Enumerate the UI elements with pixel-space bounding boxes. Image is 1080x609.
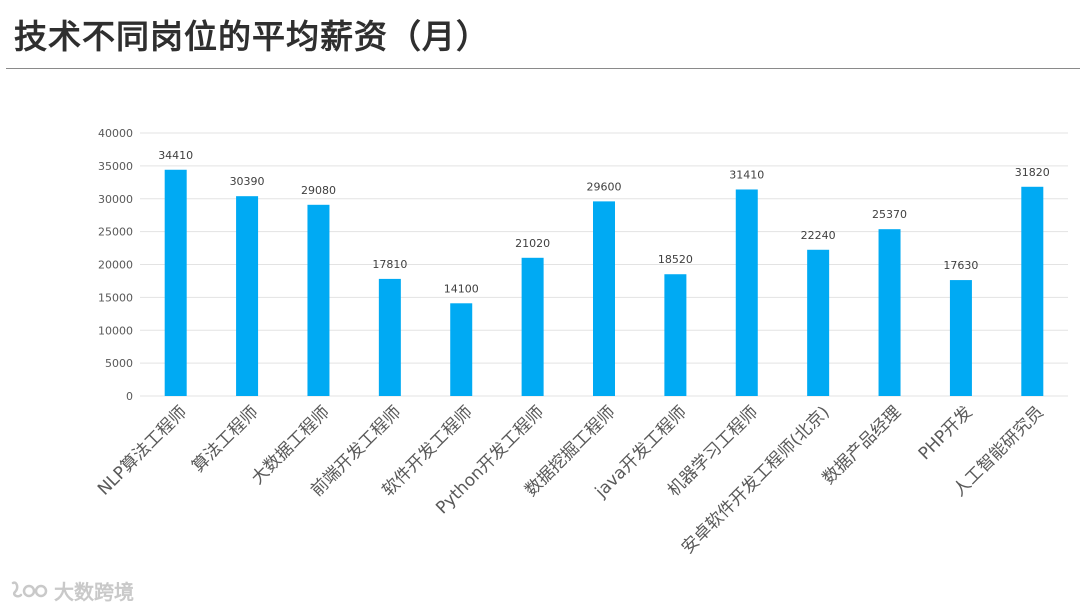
x-axis-ticks: NLP算法工程师算法工程师大数据工程师前端开发工程师软件开发工程师Python开… (94, 402, 1048, 558)
bar (735, 189, 758, 396)
watermark: 大数跨境 (10, 576, 134, 605)
brand-logo-icon (11, 580, 48, 597)
bar (1021, 186, 1044, 396)
y-tick-label: 25000 (98, 226, 133, 239)
y-axis-ticks: 0 5000 10000 15000 20000 25000 30000 35000 40000 (98, 127, 133, 403)
y-tick-label: 0 (126, 390, 133, 403)
chart-bars (164, 169, 1044, 396)
x-tick-label: PHP开发 (915, 402, 977, 464)
title-divider (6, 68, 1080, 69)
data-label: 29600 (587, 180, 622, 193)
y-tick-label: 20000 (98, 259, 133, 272)
bar (378, 278, 401, 396)
bar (307, 204, 330, 396)
y-tick-label: 5000 (105, 357, 133, 370)
y-tick-label: 35000 (98, 160, 133, 173)
data-label: 18520 (658, 253, 693, 266)
data-label: 17810 (372, 258, 407, 271)
data-label: 17630 (943, 259, 978, 272)
data-label: 22240 (801, 229, 836, 242)
y-tick-label: 15000 (98, 291, 133, 304)
x-tick-label: 算法工程师 (188, 402, 262, 476)
chart-gridlines (140, 132, 1068, 397)
x-tick-label: NLP算法工程师 (94, 402, 191, 499)
bar (521, 257, 544, 396)
bar (807, 249, 830, 396)
x-tick-label: 安卓软件开发工程师(北京) (678, 402, 834, 558)
bar (878, 229, 901, 396)
data-labels: 34410 30390 29080 17810 14100 21020 29600 18520… (158, 149, 1050, 296)
data-label: 30390 (230, 175, 265, 188)
data-label: 21020 (515, 237, 550, 250)
bar (164, 169, 187, 396)
bar (664, 274, 687, 396)
data-label: 14100 (444, 282, 479, 295)
bar (949, 280, 972, 396)
data-label: 31820 (1015, 166, 1050, 179)
data-label: 31410 (729, 168, 764, 181)
bar (236, 196, 259, 396)
data-label: 25370 (872, 208, 907, 221)
data-label: 29080 (301, 184, 336, 197)
watermark-text: 大数跨境 (54, 580, 134, 604)
slide-title: 技术不同岗位的平均薪资（月） (14, 17, 490, 56)
y-tick-label: 40000 (98, 127, 133, 140)
y-tick-label: 10000 (98, 324, 133, 337)
y-tick-label: 30000 (98, 193, 133, 206)
bar (450, 303, 473, 396)
bar (593, 201, 615, 396)
data-label: 34410 (158, 149, 193, 162)
